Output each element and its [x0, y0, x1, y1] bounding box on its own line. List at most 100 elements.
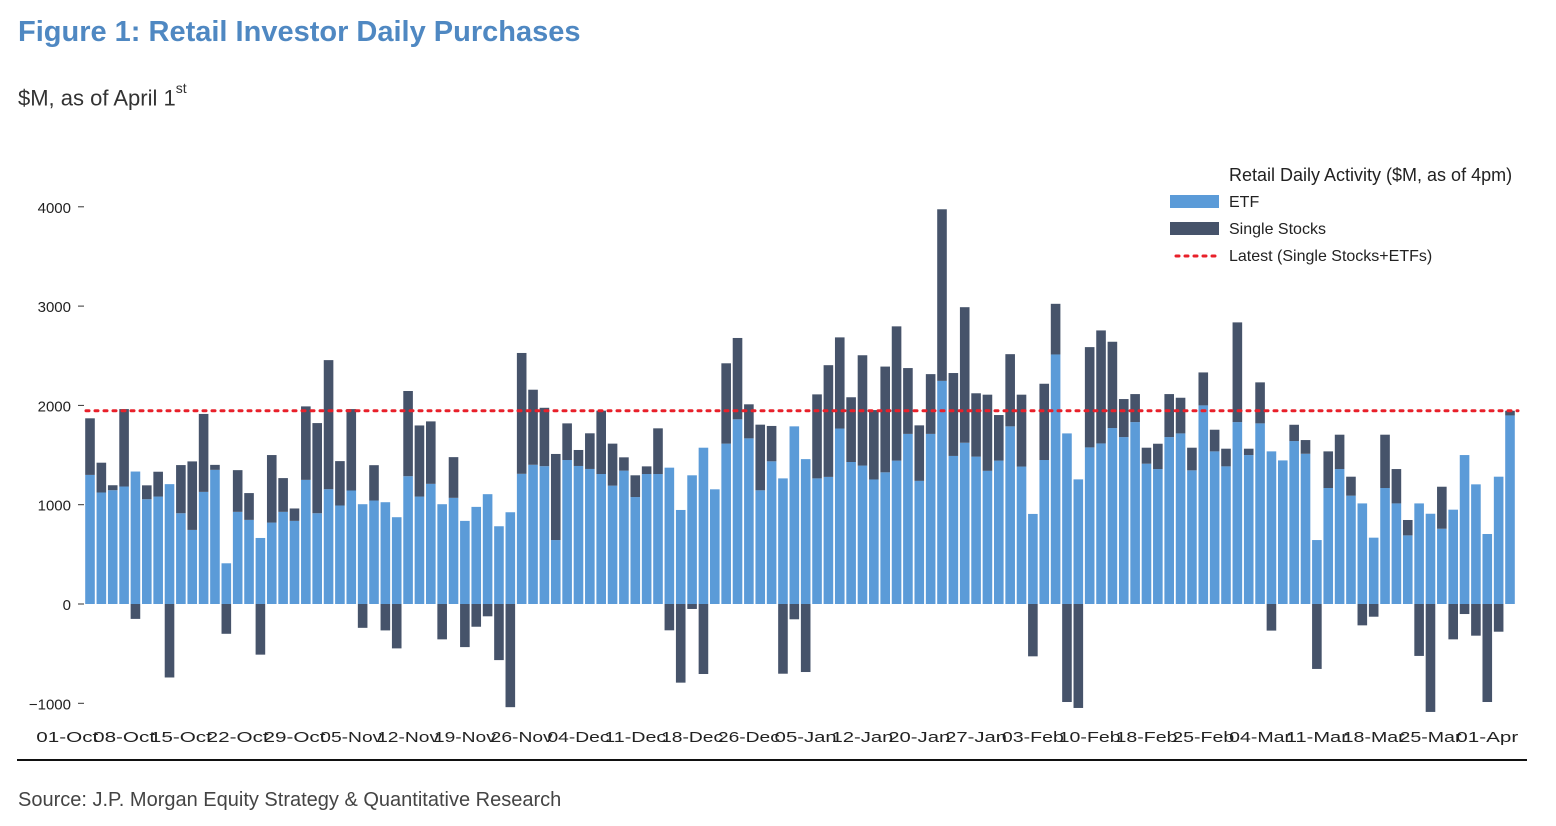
x-axis: 01-Oct08-Oct15-Oct22-Oct29-Oct05-Nov12-N…: [36, 729, 1518, 746]
bar-single-stocks: [1050, 303, 1061, 355]
legend-label-etf: ETF: [1229, 194, 1259, 211]
bar-etf: [778, 478, 788, 604]
bar-etf: [925, 433, 936, 604]
bar-etf: [721, 443, 731, 604]
bar-single-stocks: [1505, 410, 1515, 416]
bar-single-stocks: [948, 373, 959, 456]
bar-etf: [1187, 470, 1197, 604]
bar-single-stocks: [1425, 604, 1436, 712]
y-tick-label: 3000: [38, 299, 71, 316]
bar-single-stocks: [448, 457, 459, 498]
bar-etf: [1300, 453, 1311, 604]
bar-single-stocks: [1153, 443, 1163, 470]
subtitle-superscript: st: [175, 80, 187, 96]
bar-single-stocks: [1096, 330, 1106, 444]
x-tick-label: 05-Nov: [320, 729, 383, 746]
bar-single-stocks: [1084, 347, 1095, 448]
bar-etf: [948, 455, 959, 604]
bar-single-stocks: [778, 604, 788, 674]
bar-etf: [1334, 469, 1345, 604]
bar-single-stocks: [312, 423, 322, 514]
bar-single-stocks: [357, 604, 368, 628]
bar-etf: [130, 471, 141, 604]
bar-single-stocks: [573, 449, 584, 466]
bar-etf: [630, 497, 641, 604]
subtitle-text: $M, as of April 1: [18, 85, 176, 111]
bar-single-stocks: [289, 508, 300, 521]
bar-etf: [380, 502, 391, 604]
bar-single-stocks: [1175, 397, 1186, 434]
bar-etf: [1312, 540, 1322, 604]
bar-etf: [255, 537, 266, 604]
bar-etf: [1118, 437, 1129, 604]
bar-single-stocks: [255, 604, 266, 655]
bar-single-stocks: [698, 604, 709, 675]
bar-etf: [323, 489, 334, 604]
bar-etf: [232, 511, 243, 604]
bar-single-stocks: [1391, 469, 1402, 504]
bar-single-stocks: [460, 604, 470, 648]
bar-etf: [221, 563, 232, 604]
bar-etf: [471, 506, 482, 604]
bar-single-stocks: [335, 461, 345, 506]
legend-label-single-stocks: Single Stocks: [1229, 221, 1326, 238]
x-tick-label: 12-Nov: [377, 729, 440, 746]
x-tick-label: 18-Mar: [1343, 729, 1405, 746]
bar-single-stocks: [675, 604, 686, 683]
bar-single-stocks: [1164, 394, 1174, 438]
bar-single-stocks: [1448, 604, 1458, 640]
bar-single-stocks: [1118, 399, 1129, 438]
bar-etf: [1221, 466, 1231, 604]
bar-etf: [1289, 441, 1299, 604]
bar-single-stocks: [369, 465, 379, 501]
bar-single-stocks: [323, 360, 334, 490]
x-tick-label: 27-Jan: [945, 729, 1007, 746]
bar-etf: [414, 496, 425, 604]
x-tick-label: 01-Apr: [1456, 729, 1518, 746]
x-tick-label: 25-Mar: [1399, 729, 1461, 746]
x-tick-label: 04-Dec: [547, 729, 610, 746]
bar-single-stocks: [937, 209, 947, 381]
bar-etf: [664, 467, 675, 604]
bar-etf: [426, 483, 436, 604]
x-tick-label: 08-Oct: [93, 729, 156, 746]
bar-single-stocks: [426, 421, 436, 484]
bar-single-stocks: [1141, 447, 1152, 464]
bar-single-stocks: [96, 462, 107, 493]
x-tick-label: 22-Oct: [207, 729, 270, 746]
legend: Retail Daily Activity ($M, as of 4pm) ET…: [1170, 165, 1512, 265]
x-tick-label: 15-Oct: [150, 729, 213, 746]
bar-single-stocks: [107, 485, 118, 491]
bar-single-stocks: [221, 604, 232, 634]
y-tick-label: 1000: [38, 498, 71, 515]
bar-single-stocks: [1289, 424, 1299, 442]
bar-single-stocks: [732, 337, 743, 420]
bar-etf: [1278, 460, 1288, 604]
bar-etf: [119, 486, 129, 604]
bar-etf: [266, 522, 277, 604]
bar-etf: [687, 475, 697, 604]
bar-single-stocks: [164, 604, 175, 678]
bar-etf: [448, 497, 459, 604]
bar-etf: [142, 499, 152, 604]
bar-etf: [1153, 469, 1163, 604]
bar-single-stocks: [834, 337, 845, 429]
bar-etf: [1368, 537, 1379, 604]
bar-single-stocks: [1323, 451, 1334, 489]
bar-etf: [187, 529, 198, 604]
y-tick-label: 2000: [38, 398, 71, 415]
x-tick-label: 18-Feb: [1115, 729, 1177, 746]
bar-etf: [823, 476, 834, 604]
bar-single-stocks: [766, 425, 777, 462]
bar-etf: [1437, 528, 1447, 604]
bar-single-stocks: [800, 604, 811, 673]
bar-single-stocks: [1266, 604, 1277, 631]
legend-swatch-etf: [1170, 195, 1219, 208]
bar-single-stocks: [210, 464, 220, 470]
bar-etf: [641, 474, 652, 604]
bar-single-stocks: [1016, 394, 1027, 467]
x-tick-label: 05-Jan: [775, 729, 837, 746]
bar-etf: [1505, 415, 1515, 604]
legend-swatch-single-stocks: [1170, 222, 1219, 235]
bar-etf: [1209, 451, 1220, 604]
